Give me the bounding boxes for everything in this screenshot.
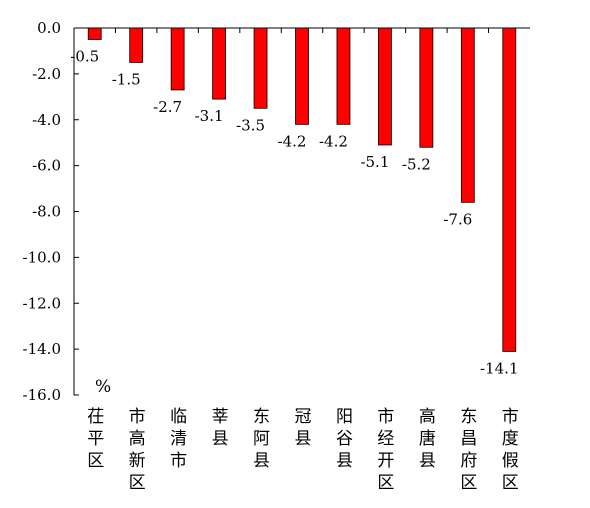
bar — [336, 27, 351, 125]
data-label: -5.2 — [402, 155, 431, 173]
bar — [378, 27, 392, 146]
category-label: 冠县 — [295, 407, 312, 449]
category-label: 市经开区 — [377, 407, 394, 493]
bar — [502, 27, 517, 352]
bar — [460, 27, 475, 203]
y-tick-label: -4.0 — [32, 111, 61, 129]
y-tick-label: -10.0 — [23, 248, 61, 266]
bar — [212, 27, 226, 100]
bar — [419, 27, 434, 148]
bar — [170, 27, 185, 91]
category-label: 阳谷县 — [336, 407, 353, 471]
category-label: 市度假区 — [502, 407, 519, 493]
data-label: -2.7 — [153, 98, 182, 116]
bar — [253, 27, 268, 109]
data-label: -7.6 — [443, 210, 472, 228]
data-labels: -0.5 -1.5 -2.7 -3.1 -3.5 -4.2 -4.2 -5.1 -5.2 -7.6… — [70, 47, 518, 377]
data-label: -0.5 — [70, 47, 99, 65]
data-label: -3.1 — [195, 107, 224, 125]
y-tick-label: -12.0 — [23, 294, 61, 312]
bar — [295, 27, 309, 125]
category-label: 市高新区 — [129, 407, 146, 493]
y-tick-labels: 0.0 -2.0 -4.0 -6.0 -8.0 -10.0 -12.0 -14.0 -16.0 — [23, 19, 79, 404]
y-tick-label: 0.0 — [37, 19, 61, 37]
bars — [87, 27, 517, 352]
category-label: 临清市 — [170, 407, 187, 471]
data-label: -3.5 — [236, 116, 265, 134]
data-label: -14.1 — [480, 359, 518, 377]
y-tick-label: -2.0 — [32, 65, 61, 83]
category-label: 茌平区 — [87, 407, 104, 471]
category-label: 东昌府区 — [460, 407, 477, 493]
data-label: -5.1 — [360, 153, 389, 171]
y-tick-label: -8.0 — [32, 203, 61, 221]
category-labels: 茌平区 市高新区 临清市 莘县 东阿县 冠县 阳谷县 市经开区 高唐县 东昌府区 市度假区 — [87, 407, 519, 493]
category-label: 高唐县 — [419, 407, 436, 471]
y-tick-label: -14.0 — [23, 340, 61, 358]
data-label: -1.5 — [112, 70, 141, 88]
y-tick-label: -16.0 — [23, 386, 61, 404]
unit-label: % — [95, 377, 111, 397]
bar — [129, 27, 144, 63]
data-label: -4.2 — [278, 132, 307, 150]
data-label: -4.2 — [319, 132, 348, 150]
y-tick-label: -6.0 — [32, 157, 61, 175]
category-label: 东阿县 — [253, 407, 270, 471]
bar — [87, 27, 102, 40]
category-label: 莘县 — [212, 407, 229, 449]
